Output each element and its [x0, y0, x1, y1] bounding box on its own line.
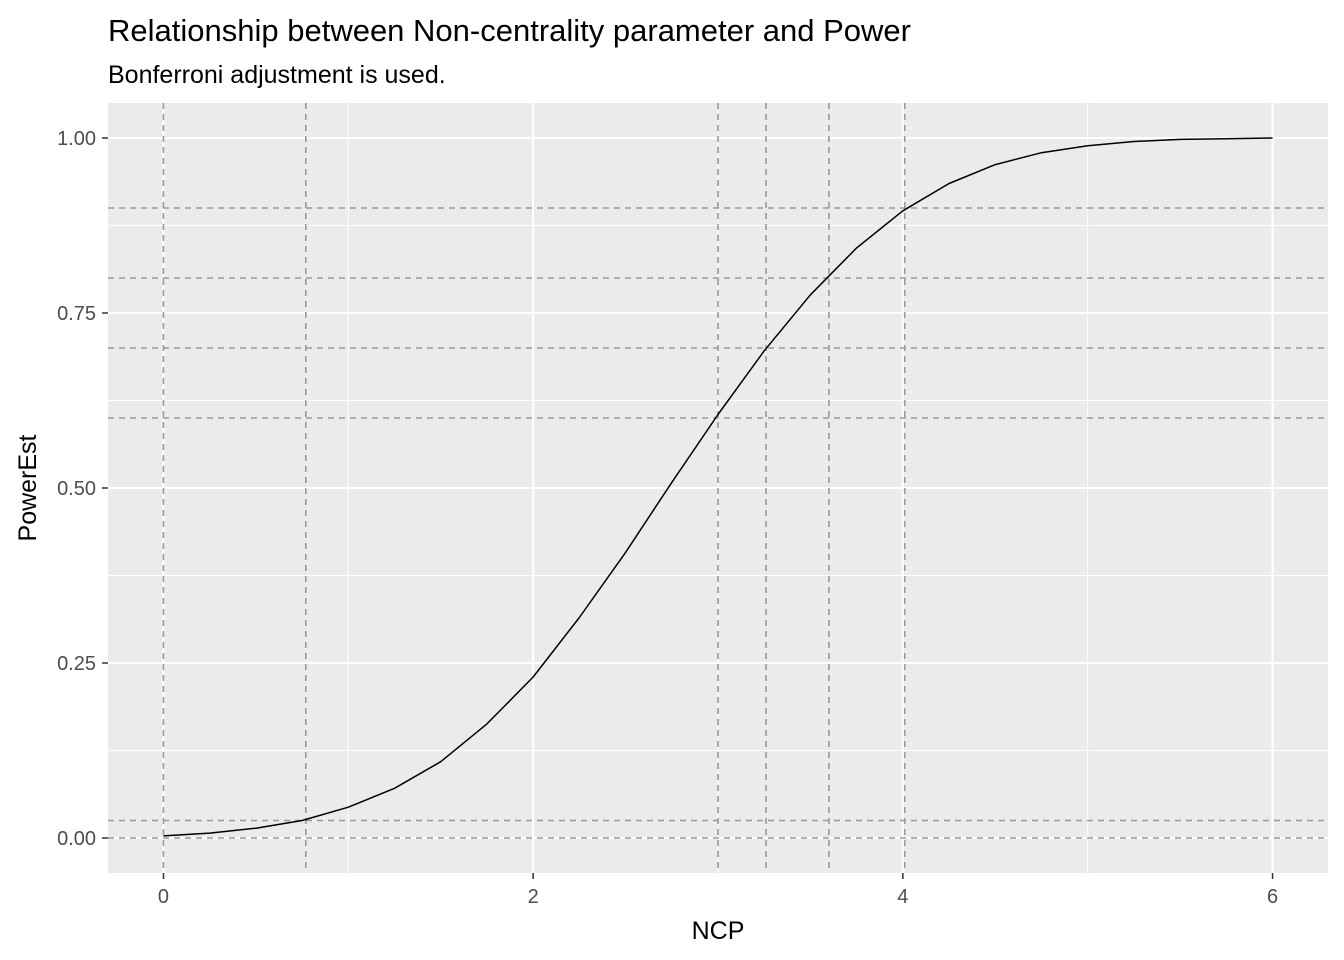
- x-axis-title: NCP: [692, 917, 745, 945]
- series-line: [163, 137, 1273, 837]
- y-tick-label: 1.00: [57, 128, 96, 150]
- y-tick-label: 0.75: [57, 303, 96, 325]
- x-tick-label: 4: [897, 886, 908, 908]
- y-tick-label: 0.00: [57, 828, 96, 850]
- x-tick-label: 2: [528, 886, 539, 908]
- x-tick-label: 6: [1267, 886, 1278, 908]
- chart-subtitle: Bonferroni adjustment is used.: [108, 61, 446, 89]
- y-tick-label: 0.25: [57, 653, 96, 675]
- series-layer: [163, 137, 1273, 837]
- y-tick-label: 0.50: [57, 478, 96, 500]
- y-axis-title: PowerEst: [14, 434, 42, 541]
- x-tick-label: 0: [158, 886, 169, 908]
- chart-title: Relationship between Non-centrality para…: [108, 13, 911, 48]
- reference-lines: [108, 103, 1328, 873]
- axis-layer: 0 2 4 6 0.00 0.25 0.50 0.75 1.00: [57, 128, 1278, 908]
